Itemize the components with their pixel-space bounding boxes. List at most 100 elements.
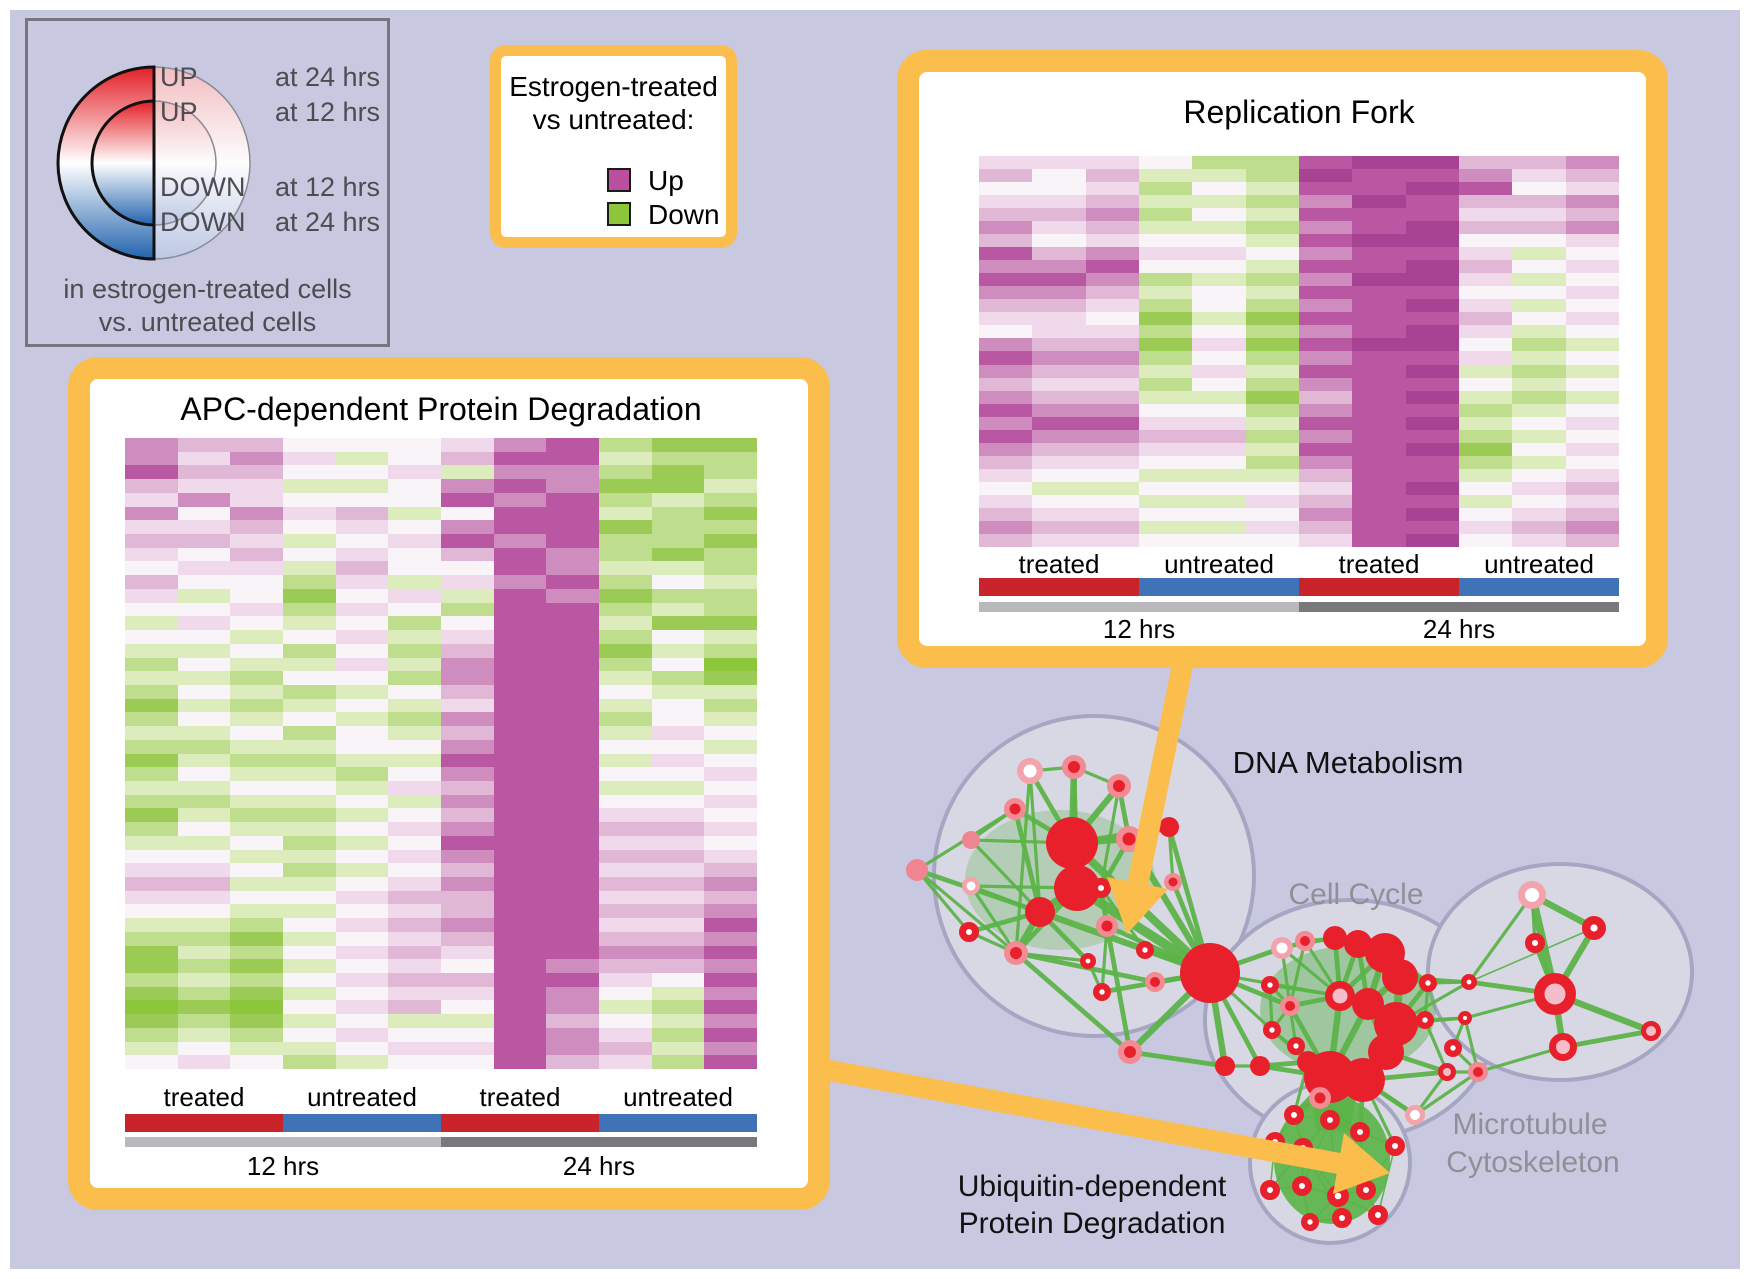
heatmap-cell: [979, 234, 1033, 248]
heatmap-cell: [493, 602, 547, 617]
heatmap-cell: [283, 904, 336, 919]
heatmap-row: [125, 534, 758, 548]
heatmap-cell: [1085, 260, 1139, 274]
heatmap-cell: [1085, 507, 1139, 521]
network-node-white-core-red-ring: [1263, 1021, 1282, 1040]
untreated-bar: [1139, 578, 1299, 596]
heatmap-cell: [125, 465, 178, 480]
heatmap-cell: [493, 1041, 547, 1056]
heatmap-cell: [125, 918, 178, 932]
heatmap-cell: [599, 1000, 652, 1015]
heatmap-cell: [283, 684, 336, 699]
heatmap-cell: [493, 945, 547, 960]
replication-condition-bars: [979, 578, 1619, 596]
heatmap-cell: [441, 1041, 494, 1056]
heatmap-cell: [335, 438, 389, 452]
heatmap-cell: [1458, 377, 1513, 391]
heatmap-cell: [125, 753, 178, 768]
heatmap-cell: [704, 465, 758, 480]
untreated-bar: [283, 1114, 441, 1132]
heatmap-cell: [441, 890, 494, 905]
apc-degradation-panel: APC-dependent Protein Degradation treate…: [68, 357, 830, 1210]
heatmap-cell: [493, 534, 547, 548]
heatmap-cell: [283, 671, 336, 685]
heatmap-cell: [177, 1027, 231, 1042]
heatmap-cell: [651, 726, 705, 740]
heatmap-cell: [177, 712, 231, 727]
heatmap-cell: [704, 492, 758, 507]
heatmap-cell: [1352, 286, 1406, 300]
heatmap-cell: [704, 451, 758, 466]
heatmap-cell: [230, 931, 284, 946]
heatmap-cell: [493, 657, 547, 672]
heatmap-cell: [546, 767, 600, 781]
inner-ring-right-half: [153, 100, 217, 226]
heatmap-row: [125, 1027, 758, 1042]
group-label-untreated-12: untreated: [1164, 549, 1274, 579]
heatmap-cell: [651, 465, 705, 480]
microtubule-label-line2: Cytoskeleton: [1446, 1146, 1619, 1179]
heatmap-cell: [979, 260, 1033, 274]
heatmap-cell: [283, 588, 336, 603]
heatmap-cell: [979, 182, 1033, 196]
heatmap-cell: [1405, 273, 1459, 287]
heatmap-cell: [1405, 507, 1459, 521]
heatmap-cell: [651, 986, 705, 1001]
heatmap-cell: [651, 1027, 705, 1042]
heatmap-cell: [1352, 481, 1406, 495]
heatmap-cell: [1192, 416, 1246, 430]
network-node-white-core-red-ring: [1368, 1205, 1388, 1225]
heatmap-cell: [1298, 351, 1353, 365]
heatmap-cell: [546, 822, 600, 836]
heatmap-cell: [388, 822, 442, 836]
heatmap-cell: [546, 657, 600, 672]
heatmap-cell: [1458, 364, 1513, 378]
heatmap-cell: [1245, 494, 1299, 508]
heatmap-cell: [599, 492, 652, 507]
heatmap-cell: [177, 506, 231, 521]
heatmap-cell: [177, 1055, 231, 1070]
heatmap-cell: [599, 575, 652, 589]
heatmap-cell: [1138, 156, 1193, 170]
heatmap-cell: [335, 616, 389, 631]
heatmap-cell: [1085, 273, 1139, 287]
heatmap-row: [979, 416, 1619, 430]
heatmap-cell: [1458, 429, 1513, 443]
heatmap-cell: [441, 780, 494, 795]
heatmap-cell: [335, 465, 389, 480]
heatmap-cell: [1458, 221, 1513, 235]
heatmap-row: [979, 520, 1619, 534]
heatmap-cell: [1245, 481, 1299, 495]
heatmap-cell: [599, 1014, 652, 1028]
heatmap-cell: [125, 684, 178, 699]
heatmap-cell: [1138, 338, 1193, 352]
heatmap-cell: [599, 438, 652, 452]
heatmap-cell: [230, 684, 284, 699]
heatmap-cell: [177, 1000, 231, 1015]
network-node-solid-red: [1352, 988, 1384, 1020]
heatmap-cell: [230, 575, 284, 589]
heatmap-cell: [1405, 299, 1459, 313]
heatmap-cell: [1512, 156, 1566, 170]
heatmap-row: [979, 403, 1619, 417]
heatmap-cell: [493, 479, 547, 493]
heatmap-cell: [599, 835, 652, 850]
heatmap-row: [125, 1014, 758, 1028]
network-node-white-core-pink-ring: [1017, 758, 1043, 784]
heatmap-cell: [388, 451, 442, 466]
heatmap-cell: [979, 494, 1033, 508]
heatmap-cell: [704, 877, 758, 891]
heatmap-row: [979, 221, 1619, 235]
down-label: Down: [648, 199, 720, 230]
heatmap-cell: [388, 877, 442, 891]
network-edge: [1467, 894, 1534, 983]
heatmap-cell: [1138, 169, 1193, 183]
heatmap-cell: [125, 547, 178, 562]
heatmap-cell: [979, 169, 1033, 183]
heatmap-cell: [546, 835, 600, 850]
heatmap-cell: [1032, 520, 1086, 534]
heatmap-cell: [1245, 156, 1299, 170]
heatmap-cell: [177, 863, 231, 877]
heatmap-cell: [283, 931, 336, 946]
heatmap-cell: [1458, 338, 1513, 352]
